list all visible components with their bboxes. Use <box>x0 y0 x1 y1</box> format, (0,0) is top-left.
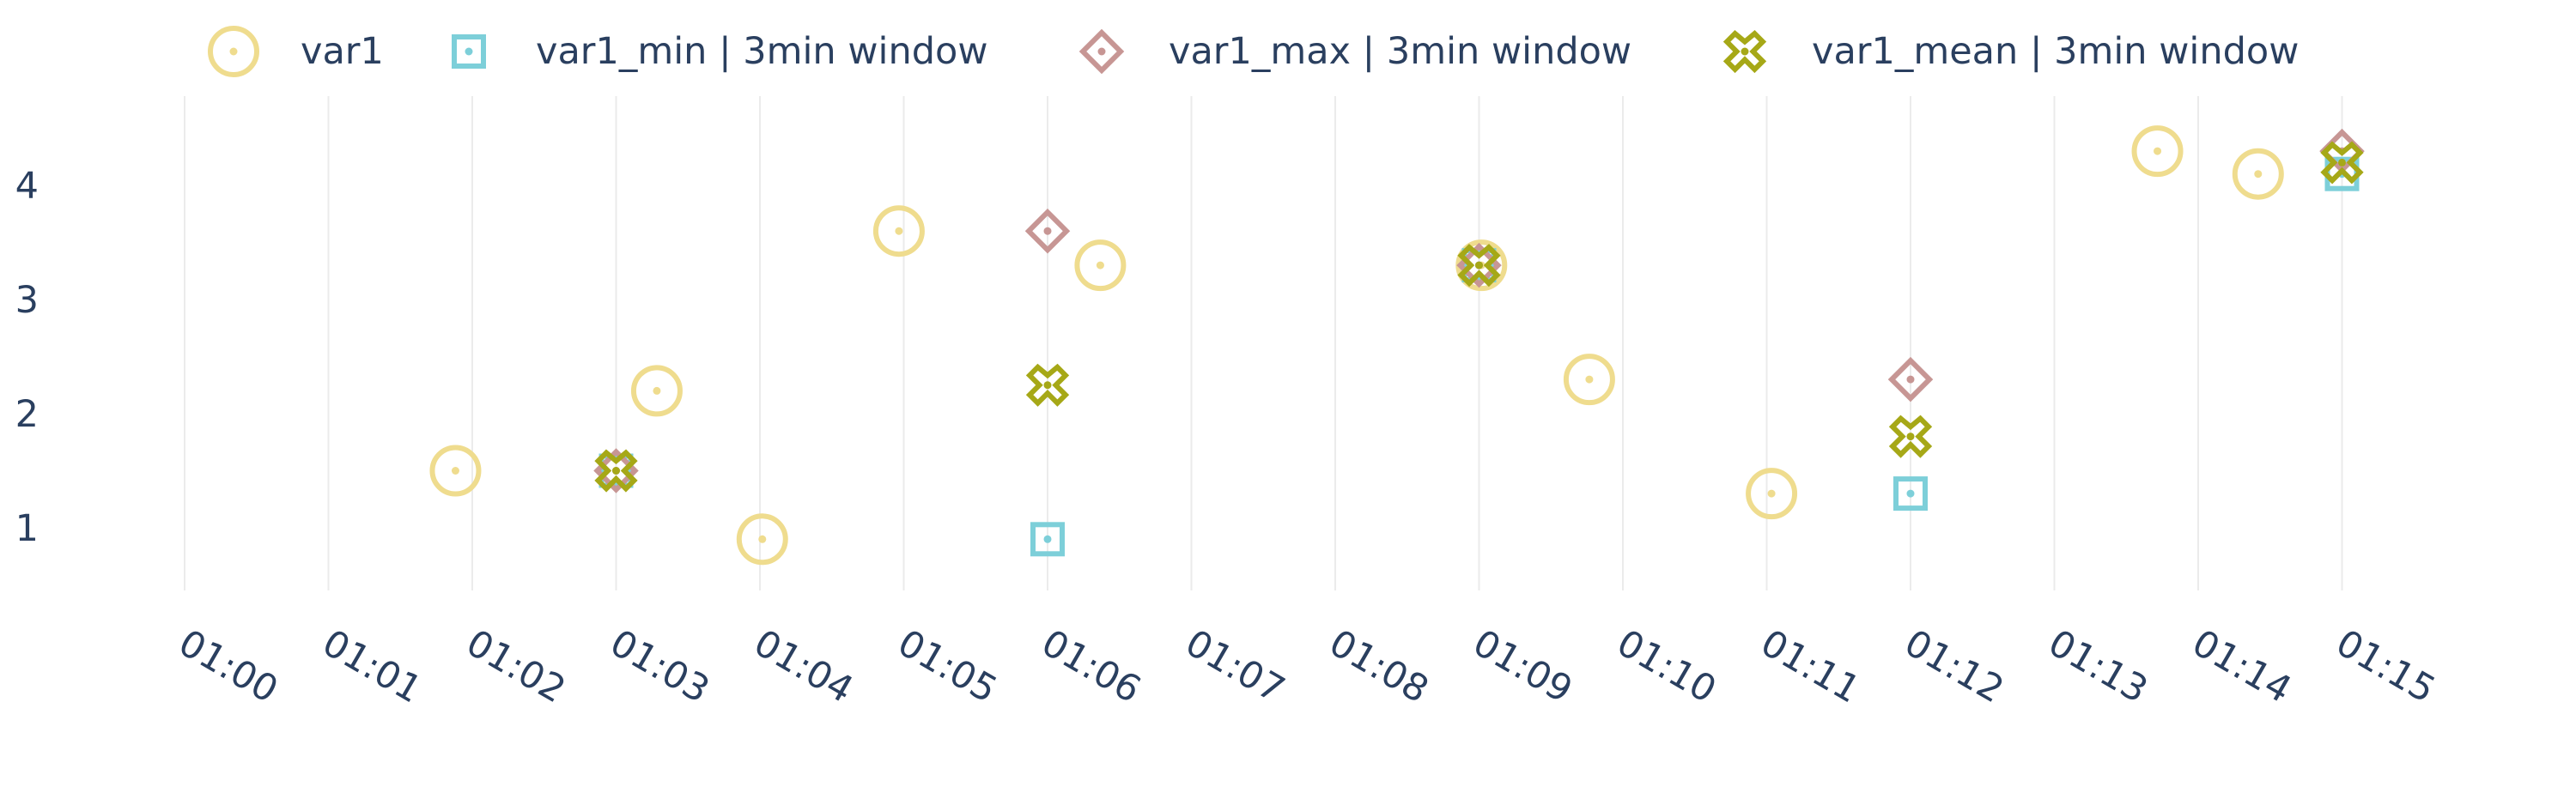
legend-label: var1_min | 3min window <box>536 30 988 73</box>
point-var1 <box>736 513 788 566</box>
point-var1-min <box>1893 476 1928 511</box>
legend-label: var1 <box>301 30 384 73</box>
x-tick-label: 01:09 <box>1466 621 1579 711</box>
point-var1-mean <box>1888 415 1933 458</box>
point-var1-mean <box>1025 363 1070 407</box>
legend-marker-icon <box>452 34 486 69</box>
legend-marker-icon <box>1722 30 1767 74</box>
point-var1 <box>2232 148 2284 200</box>
x-tick-label: 01:07 <box>1178 621 1291 711</box>
point-var1 <box>1074 239 1127 292</box>
y-tick-label: 1 <box>15 507 39 550</box>
x-tick-label: 01:04 <box>747 621 860 711</box>
legend-item-var1[interactable]: var1 <box>208 26 384 77</box>
point-var1-mean <box>1457 244 1501 288</box>
point-var1-mean <box>2320 141 2364 185</box>
point-var1 <box>872 205 925 257</box>
x-tick-label: 01:06 <box>1035 621 1148 711</box>
legend-marker-icon <box>1078 28 1125 75</box>
x-tick-label: 01:13 <box>2041 621 2154 711</box>
x-tick-label: 01:01 <box>315 621 428 711</box>
x-tick-label: 01:14 <box>2185 621 2299 711</box>
legend-label: var1_mean | 3min window <box>1812 30 2299 73</box>
point-var1 <box>1563 354 1615 406</box>
y-axis-ticks: 1 2 3 4 <box>15 165 39 550</box>
legend-item-var1-mean[interactable]: var1_mean | 3min window <box>1722 30 2299 74</box>
y-tick-label: 2 <box>15 393 39 436</box>
legend: var1 var1_min | 3min window var1_max | 3mi… <box>208 26 2299 77</box>
x-tick-label: 01:05 <box>890 621 1004 711</box>
x-tick-label: 01:00 <box>172 621 285 711</box>
grid-lines <box>184 96 2343 590</box>
point-var1 <box>2131 125 2184 178</box>
point-var1 <box>630 365 683 417</box>
x-axis-ticks: 01:00 01:01 01:02 01:03 01:04 01:05 01:06 01:07… <box>172 621 2443 711</box>
data-markers <box>429 125 2365 566</box>
point-var1-min <box>1030 522 1065 557</box>
point-var1 <box>1746 468 1798 520</box>
x-tick-label: 01:10 <box>1610 621 1723 711</box>
legend-marker-icon <box>208 26 259 77</box>
x-tick-label: 01:15 <box>2329 621 2442 711</box>
point-var1-max <box>1024 208 1071 254</box>
legend-label: var1_max | 3min window <box>1169 30 1631 73</box>
x-tick-label: 01:03 <box>603 621 716 711</box>
x-tick-label: 01:11 <box>1753 621 1867 711</box>
x-tick-label: 01:02 <box>459 621 573 711</box>
point-var1-mean <box>594 449 638 493</box>
point-var1 <box>429 445 482 497</box>
y-tick-label: 4 <box>15 165 39 208</box>
y-tick-label: 3 <box>15 279 39 322</box>
legend-item-var1-min[interactable]: var1_min | 3min window <box>452 30 988 73</box>
x-tick-label: 01:08 <box>1322 621 1436 711</box>
point-var1-max <box>1887 356 1934 402</box>
legend-item-var1-max[interactable]: var1_max | 3min window <box>1078 28 1631 75</box>
x-tick-label: 01:12 <box>1898 621 2011 711</box>
